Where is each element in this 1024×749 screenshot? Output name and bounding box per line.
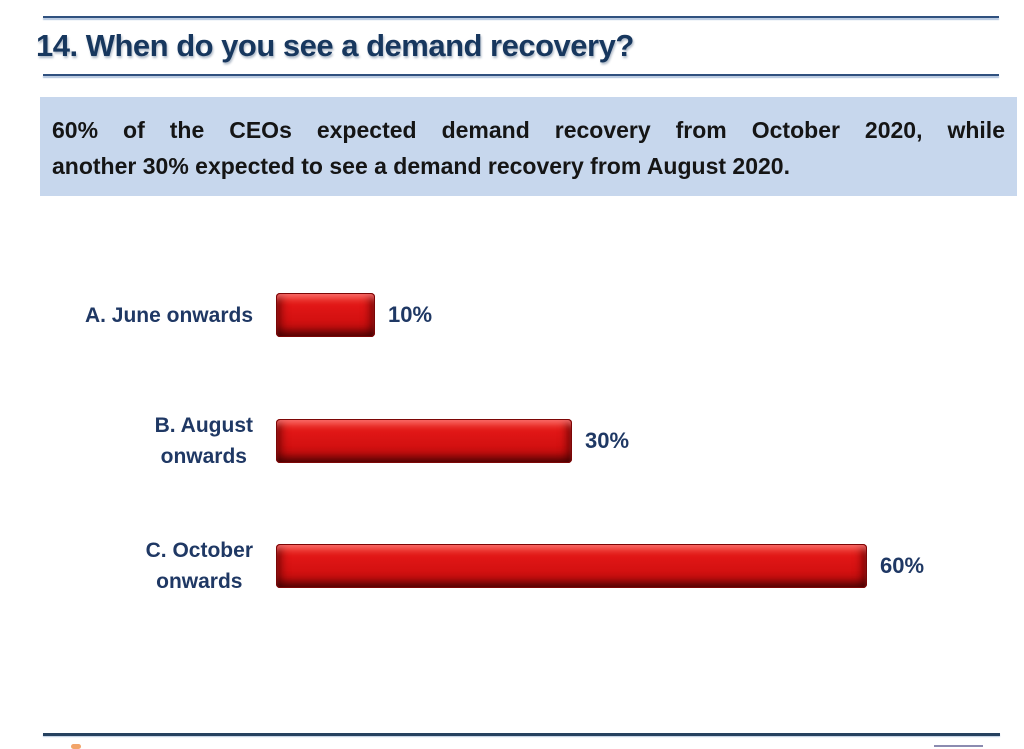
category-label-text: A. June onwards bbox=[84, 303, 253, 327]
chart-row: C. October onwards 60% bbox=[0, 522, 1024, 610]
bar bbox=[276, 419, 572, 463]
title-bottom-rule bbox=[43, 74, 999, 76]
value-label: 10% bbox=[388, 302, 433, 327]
chart-row: A. June onwards 10% bbox=[0, 271, 1024, 359]
page-number-box-fragment bbox=[934, 745, 983, 749]
chart-row: B. August onwards 30% bbox=[0, 397, 1024, 485]
category-label: B. August onwards bbox=[0, 410, 253, 472]
footer-rule bbox=[43, 733, 1000, 736]
summary-box: 60% of the CEOs expected demand recovery… bbox=[40, 97, 1017, 196]
summary-text-line2: another 30% expected to see a demand rec… bbox=[52, 153, 790, 179]
logo-fragment bbox=[71, 744, 81, 749]
title-top-rule bbox=[43, 16, 999, 18]
category-label: A. June onwards bbox=[0, 300, 253, 331]
category-label-text: B. August onwards bbox=[154, 414, 253, 468]
page-title: 14. When do you see a demand recovery? bbox=[36, 28, 634, 63]
value-label: 60% bbox=[880, 553, 925, 578]
value-label: 30% bbox=[585, 428, 630, 453]
summary-text-line1: 60% of the CEOs expected demand recovery… bbox=[52, 117, 1005, 143]
category-label-text: C. October onwards bbox=[145, 539, 253, 593]
bar bbox=[276, 544, 867, 588]
category-label: C. October onwards bbox=[0, 535, 253, 597]
bar bbox=[276, 293, 375, 337]
